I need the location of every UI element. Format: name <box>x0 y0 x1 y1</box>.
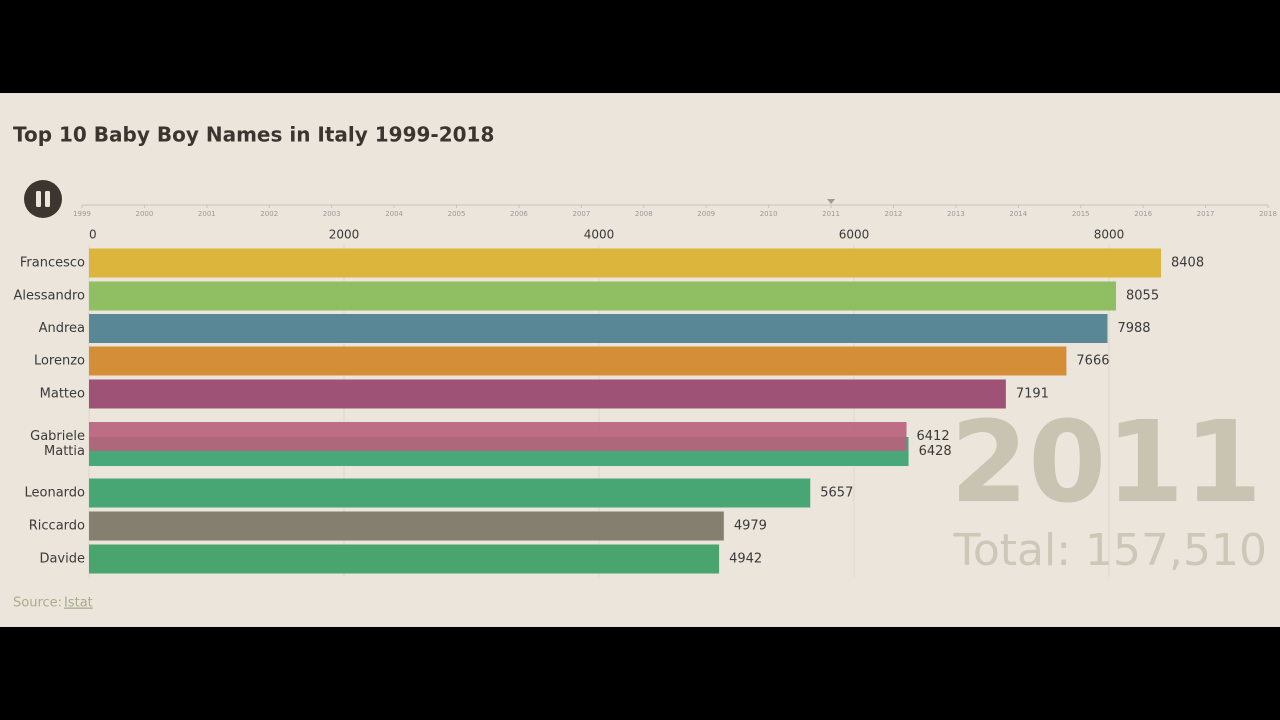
timeline-label: 1999 <box>73 210 91 218</box>
timeline-label: 2016 <box>1134 210 1152 218</box>
timeline-label: 2002 <box>260 210 278 218</box>
source-link[interactable]: Istat <box>64 596 93 611</box>
timeline-label: 2008 <box>635 210 653 218</box>
category-label: Matteo <box>40 387 85 402</box>
value-label: 7666 <box>1076 354 1109 369</box>
x-tick-label: 4000 <box>584 228 615 242</box>
category-label: Leonardo <box>25 486 86 501</box>
x-tick-label: 2000 <box>329 228 360 242</box>
timeline-label: 2009 <box>697 210 715 218</box>
bar <box>89 314 1108 343</box>
timeline-label: 2000 <box>136 210 154 218</box>
timeline-marker <box>827 199 836 204</box>
category-label: Francesco <box>20 256 85 271</box>
timeline-label: 2013 <box>947 210 965 218</box>
total-label: Total: 157,510 <box>952 525 1267 576</box>
timeline-label: 2017 <box>1197 210 1215 218</box>
bar <box>89 544 720 574</box>
timeline-label: 2005 <box>448 210 466 218</box>
play-button[interactable] <box>24 180 62 218</box>
bar <box>89 346 1067 376</box>
pause-bar[interactable] <box>36 191 41 207</box>
value-label: 5657 <box>820 486 853 501</box>
timeline-label: 2015 <box>1072 210 1090 218</box>
bar <box>89 248 1162 278</box>
category-label: Riccardo <box>29 519 85 534</box>
value-label: 8055 <box>1126 289 1159 304</box>
bar <box>89 422 907 451</box>
timeline-label: 2010 <box>760 210 778 218</box>
value-label: 6428 <box>919 444 952 459</box>
category-label: Mattia <box>44 444 85 459</box>
category-label: Alessandro <box>13 289 85 304</box>
timeline-label: 2006 <box>510 210 528 218</box>
value-label: 8408 <box>1171 256 1204 271</box>
timeline-label: 2011 <box>822 210 840 218</box>
x-tick-label: 8000 <box>1094 228 1125 242</box>
bar <box>89 281 1117 311</box>
timeline-label: 2003 <box>323 210 341 218</box>
timeline-label: 2018 <box>1259 210 1277 218</box>
category-label: Gabriele <box>30 429 85 444</box>
timeline-label: 2014 <box>1009 210 1027 218</box>
pause-bar[interactable] <box>45 191 50 207</box>
bar <box>89 511 724 541</box>
value-label: 7988 <box>1117 321 1150 336</box>
x-tick-label: 6000 <box>839 228 870 242</box>
timeline-label: 2001 <box>198 210 216 218</box>
chart-title: Top 10 Baby Boy Names in Italy 1999-2018 <box>13 123 494 147</box>
year-label: 2011 <box>950 398 1262 528</box>
value-label: 6412 <box>917 429 950 444</box>
x-tick-label: 0 <box>89 228 97 242</box>
value-label: 4942 <box>729 552 762 567</box>
timeline-label: 2007 <box>572 210 590 218</box>
category-label: Lorenzo <box>34 354 85 369</box>
category-label: Davide <box>39 552 85 567</box>
source-prefix: Source: <box>13 596 62 611</box>
bar <box>89 379 1006 409</box>
value-label: 7191 <box>1016 387 1049 402</box>
timeline-label: 2012 <box>885 210 903 218</box>
value-label: 4979 <box>734 519 767 534</box>
category-label: Andrea <box>39 321 85 336</box>
play-circle[interactable] <box>24 180 62 218</box>
bar <box>89 478 811 508</box>
timeline-label: 2004 <box>385 210 403 218</box>
